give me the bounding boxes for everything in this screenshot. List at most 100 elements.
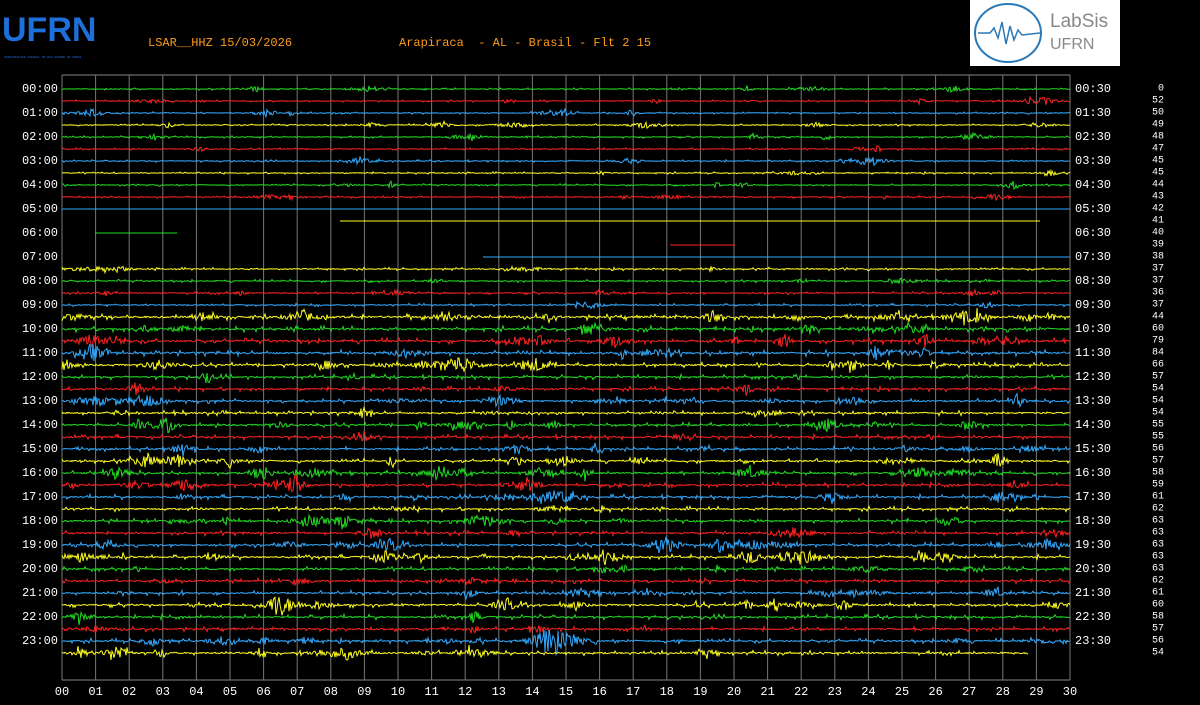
right-time-label: 12:30 <box>1075 370 1111 384</box>
right-time-label: 04:30 <box>1075 178 1111 192</box>
row-value: 0 <box>1158 84 1164 95</box>
row-value: 60 <box>1152 600 1164 611</box>
trace <box>61 95 1071 106</box>
row-value: 63 <box>1152 564 1164 575</box>
x-tick-label: 21 <box>760 685 774 699</box>
row-value: 59 <box>1152 480 1164 491</box>
row-value: 60 <box>1152 324 1164 335</box>
right-time-label: 03:30 <box>1075 154 1111 168</box>
row-value: 36 <box>1152 288 1164 299</box>
trace <box>61 576 1071 587</box>
row-value: 61 <box>1152 588 1164 599</box>
row-value: 48 <box>1152 132 1164 143</box>
x-tick-label: 18 <box>660 685 674 699</box>
x-tick-label: 07 <box>290 685 304 699</box>
x-tick-label: 19 <box>693 685 707 699</box>
trace <box>61 277 1070 285</box>
x-tick-label: 17 <box>626 685 640 699</box>
row-value: 55 <box>1152 420 1164 431</box>
row-value: 57 <box>1152 456 1164 467</box>
left-time-label: 12:00 <box>22 370 58 384</box>
trace <box>61 417 1071 434</box>
logo-wave <box>978 21 1041 45</box>
left-time-label: 08:00 <box>22 274 58 288</box>
row-value: 56 <box>1152 444 1164 455</box>
left-time-label: 23:00 <box>22 634 58 648</box>
left-time-label: 21:00 <box>22 586 58 600</box>
trace <box>61 564 1071 575</box>
x-tick-label: 03 <box>156 685 170 699</box>
right-time-label: 01:30 <box>1075 106 1111 120</box>
trace <box>61 265 1070 275</box>
trace <box>61 120 1071 129</box>
logo-box <box>970 0 1120 66</box>
trace <box>61 490 1070 504</box>
right-time-label: 19:30 <box>1075 538 1111 552</box>
left-time-label: 06:00 <box>22 226 58 240</box>
right-time-label: 14:30 <box>1075 418 1111 432</box>
left-time-label: 19:00 <box>22 538 58 552</box>
location-title: Arapiraca - AL - Brasil - Flt 2 15 <box>399 36 651 50</box>
x-tick-label: 22 <box>794 685 808 699</box>
x-tick-label: 11 <box>424 685 438 699</box>
row-value: 37 <box>1152 264 1164 275</box>
left-time-label: 11:00 <box>22 346 58 360</box>
x-tick-label: 20 <box>727 685 741 699</box>
trace <box>61 610 1071 625</box>
row-value: 39 <box>1152 240 1164 251</box>
left-time-label: 05:00 <box>22 202 58 216</box>
row-value: 57 <box>1152 372 1164 383</box>
x-tick-label: 04 <box>189 685 203 699</box>
row-value: 45 <box>1152 168 1164 179</box>
left-time-label: 14:00 <box>22 418 58 432</box>
left-time-label: 00:00 <box>22 82 58 96</box>
trace <box>61 343 1071 362</box>
row-value: 62 <box>1152 504 1164 515</box>
labsis-logo: LabSis UFRN <box>970 0 1120 66</box>
left-time-label: 16:00 <box>22 466 58 480</box>
trace <box>61 452 1071 470</box>
row-value: 42 <box>1152 204 1164 215</box>
right-time-label: 05:30 <box>1075 202 1111 216</box>
trace <box>61 430 1071 442</box>
trace <box>61 333 1071 349</box>
left-time-label: 02:00 <box>22 130 58 144</box>
trace <box>61 371 1071 384</box>
row-value: 54 <box>1152 408 1164 419</box>
row-value: 55 <box>1152 432 1164 443</box>
left-time-label: 04:00 <box>22 178 58 192</box>
right-time-label: 17:30 <box>1075 490 1111 504</box>
row-value: 37 <box>1152 276 1164 287</box>
x-tick-label: 29 <box>1029 685 1043 699</box>
row-value: 45 <box>1152 156 1164 167</box>
trace <box>62 131 1071 142</box>
trace <box>61 629 1071 657</box>
row-value: 38 <box>1152 252 1164 263</box>
trace <box>61 536 1071 554</box>
x-tick-label: 12 <box>458 685 472 699</box>
trace <box>61 596 1071 616</box>
row-value: 63 <box>1152 552 1164 563</box>
x-tick-label: 26 <box>928 685 942 699</box>
logo-ring <box>974 3 1042 63</box>
row-value: 43 <box>1152 192 1164 203</box>
trace <box>61 527 1071 539</box>
trace <box>61 513 1070 530</box>
x-tick-label: 05 <box>223 685 237 699</box>
x-tick-label: 16 <box>592 685 606 699</box>
x-tick-label: 27 <box>962 685 976 699</box>
row-value: 50 <box>1152 108 1164 119</box>
row-value: 61 <box>1152 492 1164 503</box>
x-tick-label: 15 <box>559 685 573 699</box>
row-value: 47 <box>1152 144 1164 155</box>
trace <box>61 644 1029 661</box>
x-tick-label: 14 <box>525 685 539 699</box>
logo-text: UFRN <box>2 11 96 49</box>
x-tick-label: 24 <box>861 685 875 699</box>
trace <box>61 168 1071 177</box>
row-value: 41 <box>1152 216 1164 227</box>
row-value: 58 <box>1152 468 1164 479</box>
row-value: 54 <box>1152 384 1164 395</box>
trace <box>61 107 1071 119</box>
x-tick-label: 25 <box>895 685 909 699</box>
